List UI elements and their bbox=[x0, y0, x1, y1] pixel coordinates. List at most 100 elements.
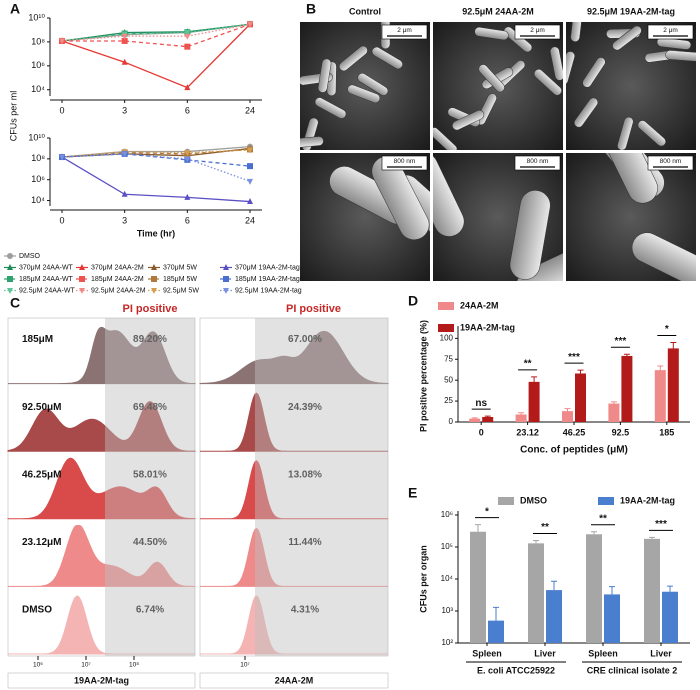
bar bbox=[470, 531, 486, 643]
rod bbox=[474, 26, 509, 41]
rod bbox=[550, 46, 563, 81]
group-label: E. coli ATCC25922 bbox=[477, 665, 555, 675]
significance: ** bbox=[541, 522, 549, 533]
y-axis-label: PI positive percentage (%) bbox=[418, 320, 428, 432]
x-tick-label: 3 bbox=[122, 105, 127, 115]
legend-label: 92.5μM 5W bbox=[163, 287, 199, 294]
significance: ** bbox=[599, 513, 607, 524]
legend-swatch bbox=[498, 497, 514, 505]
sem-image: 800 nm bbox=[566, 153, 696, 281]
x-tick-label: 10⁷ bbox=[81, 662, 91, 669]
panel-name: 19AA-2M-tag bbox=[74, 675, 129, 685]
x-tick-label: Liver bbox=[650, 648, 672, 658]
rod bbox=[533, 69, 562, 96]
y-tick-label: 10¹⁰ bbox=[28, 12, 45, 22]
rods bbox=[300, 22, 403, 150]
legend-label: 185μM 19AA-2M-tag bbox=[235, 276, 300, 283]
series-line bbox=[62, 23, 251, 48]
rod bbox=[601, 153, 658, 204]
rod bbox=[433, 153, 465, 237]
significance: * bbox=[485, 506, 489, 517]
rod bbox=[357, 73, 389, 96]
legend-label: 185μM 5W bbox=[163, 276, 197, 283]
rod bbox=[516, 243, 563, 281]
marker bbox=[79, 264, 85, 270]
legend-swatch bbox=[438, 324, 454, 332]
y-tick-label: 10² bbox=[441, 638, 453, 647]
error-bar bbox=[471, 417, 478, 420]
error-bar bbox=[667, 585, 673, 592]
row-label: DMSO bbox=[22, 605, 52, 616]
marker bbox=[121, 33, 128, 40]
sem-image: 2 μm bbox=[433, 22, 563, 150]
gate-label: PI positive bbox=[122, 303, 177, 315]
histogram bbox=[200, 460, 388, 520]
x-tick-label: 3 bbox=[122, 215, 127, 225]
rod bbox=[566, 51, 575, 85]
error-bar bbox=[591, 531, 597, 535]
panel-label: D bbox=[408, 293, 418, 309]
x-axis-label: Time (hr) bbox=[137, 228, 175, 238]
legend-label: 19AA-2M-tag bbox=[460, 322, 515, 332]
bar bbox=[562, 411, 573, 422]
rod bbox=[314, 97, 347, 119]
y-axis-label: CFUs per ml bbox=[8, 91, 18, 142]
error-bar bbox=[533, 539, 539, 544]
panel-label: A bbox=[10, 1, 20, 17]
x-tick-label: 0 bbox=[59, 105, 64, 115]
scale-label: 2 μm bbox=[530, 27, 545, 34]
histogram bbox=[8, 326, 196, 385]
x-tick-label: 10⁶ bbox=[33, 662, 43, 669]
marker bbox=[151, 288, 157, 294]
legend-label: 92.5μM 24AA-2M bbox=[91, 287, 146, 294]
rod bbox=[509, 190, 551, 280]
histogram bbox=[200, 595, 388, 655]
gate bbox=[255, 318, 388, 656]
y-tick-label: 10⁸ bbox=[31, 153, 45, 163]
bar bbox=[667, 348, 679, 422]
error-bar bbox=[610, 401, 617, 406]
rod bbox=[300, 136, 324, 149]
bar bbox=[469, 418, 481, 422]
y-tick-label: 10⁵ bbox=[441, 542, 453, 551]
rod bbox=[570, 22, 583, 42]
panel-frame bbox=[7, 317, 196, 657]
bar bbox=[608, 403, 620, 422]
marker bbox=[7, 276, 13, 282]
error-bar bbox=[551, 580, 557, 591]
legend-label: 185μM 24AA-2M bbox=[91, 276, 144, 283]
legend-label: 370μM 24AA-WT bbox=[19, 264, 74, 271]
rod bbox=[582, 57, 606, 88]
bar bbox=[621, 355, 633, 422]
marker bbox=[247, 198, 253, 205]
legend-label: 370μM 19AA-2M-tag bbox=[235, 264, 300, 271]
legend-label: 19AA-2M-tag bbox=[620, 495, 675, 505]
panel-label: C bbox=[10, 295, 20, 311]
marker bbox=[7, 288, 13, 294]
marker bbox=[184, 150, 191, 157]
percentage: 67.00% bbox=[288, 334, 322, 345]
x-tick-label: 10⁷ bbox=[240, 662, 250, 669]
scale-label: 800 nm bbox=[527, 158, 549, 165]
bar bbox=[515, 414, 527, 422]
marker bbox=[79, 276, 85, 282]
percentage: 13.08% bbox=[288, 469, 322, 480]
error-bar bbox=[657, 365, 664, 375]
percentage: 4.31% bbox=[291, 605, 319, 616]
marker bbox=[184, 193, 191, 200]
marker bbox=[223, 288, 229, 294]
bar bbox=[546, 590, 562, 643]
rod bbox=[433, 127, 458, 150]
rod bbox=[347, 84, 381, 103]
percentage: 24.39% bbox=[288, 402, 322, 413]
rod bbox=[631, 232, 696, 281]
y-tick-label: 10⁴ bbox=[31, 195, 45, 205]
error-bar bbox=[577, 369, 584, 377]
histogram bbox=[8, 525, 196, 587]
percentage: 6.74% bbox=[136, 605, 164, 616]
significance: ** bbox=[524, 358, 532, 369]
rods bbox=[566, 22, 696, 150]
y-axis-label: CFUs per organ bbox=[418, 545, 428, 613]
percentage: 89.20% bbox=[133, 334, 167, 345]
name-box bbox=[199, 672, 389, 689]
